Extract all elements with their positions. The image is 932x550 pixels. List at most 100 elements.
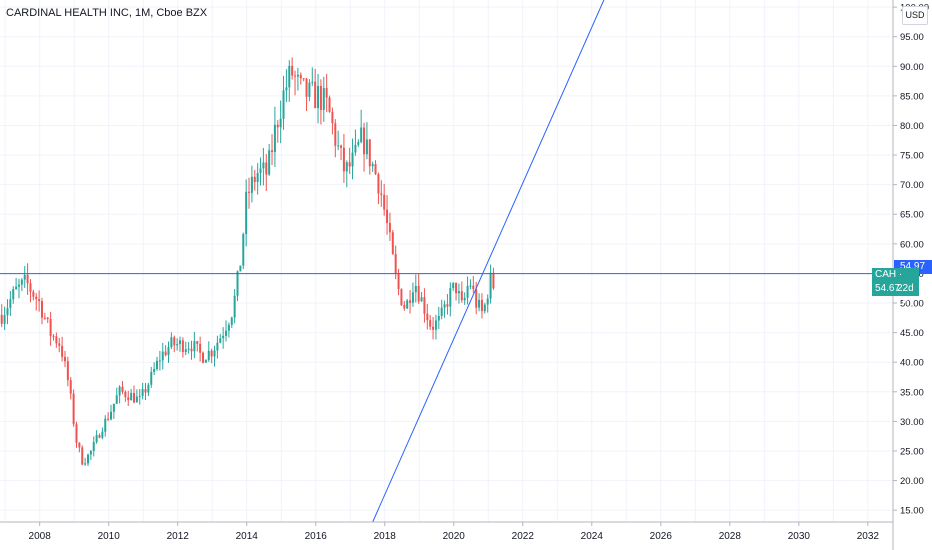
- candle-body: [118, 386, 121, 396]
- candle-body: [374, 164, 377, 175]
- y-tick-label: 65.00: [900, 210, 924, 221]
- candle-body: [391, 232, 394, 254]
- candle-body: [296, 74, 299, 77]
- candle-body: [121, 386, 124, 392]
- y-tick-label: 35.00: [900, 387, 924, 398]
- candle-body: [472, 285, 475, 290]
- candle-body: [204, 360, 207, 363]
- candle-body: [400, 289, 403, 306]
- candle-body: [138, 395, 141, 397]
- candle-body: [342, 147, 345, 172]
- candle-body: [213, 350, 216, 357]
- candle-body: [101, 431, 104, 438]
- candle-body: [480, 299, 483, 312]
- candle-body: [256, 172, 259, 183]
- candle-body: [245, 191, 248, 235]
- candle-body: [282, 90, 285, 119]
- candle-body: [314, 81, 317, 109]
- candle-body: [193, 341, 196, 352]
- candle-body: [414, 286, 417, 293]
- candle-body: [463, 297, 466, 301]
- candle-body: [250, 176, 253, 193]
- candle-body: [230, 317, 233, 325]
- y-tick-label: 15.00: [900, 506, 924, 517]
- candle-body: [43, 317, 46, 319]
- x-tick-label: 2010: [98, 531, 121, 542]
- y-tick-label: 85.00: [900, 91, 924, 102]
- candle-body: [107, 418, 110, 420]
- candle-body: [104, 418, 107, 432]
- candle-body: [239, 265, 242, 272]
- candle-body: [443, 304, 446, 308]
- y-tick-label: 20.00: [900, 476, 924, 487]
- candle-body: [38, 299, 41, 302]
- candle-body: [409, 300, 412, 303]
- candle-body: [210, 350, 213, 357]
- candle-body: [81, 447, 84, 465]
- x-tick-label: 2014: [236, 531, 259, 542]
- candle-body: [75, 424, 78, 443]
- candle-body: [6, 308, 9, 316]
- candle-body: [426, 313, 429, 321]
- candle-body: [207, 350, 210, 361]
- drawings: [0, 0, 892, 523]
- candle-body: [112, 403, 115, 412]
- x-tick-label: 2012: [167, 531, 190, 542]
- candle-body: [147, 384, 150, 393]
- candle-body: [40, 301, 43, 318]
- candle-body: [63, 356, 66, 362]
- candle-body: [365, 139, 368, 155]
- x-tick-label: 2032: [857, 531, 880, 542]
- candle-body: [156, 360, 159, 370]
- candle-body: [285, 87, 288, 91]
- candle-body: [380, 193, 383, 195]
- x-tick-label: 2020: [443, 531, 466, 542]
- candle-body: [417, 286, 420, 302]
- candle-body: [354, 144, 357, 153]
- candle-body: [219, 338, 222, 343]
- candle-body: [9, 299, 12, 309]
- candle-body: [233, 295, 236, 318]
- candle-body: [190, 348, 193, 352]
- candle-body: [49, 319, 52, 336]
- chart-title: CARDINAL HEALTH INC, 1M, Cboe BZX: [6, 7, 208, 19]
- candle-body: [32, 291, 35, 297]
- candle-body: [319, 85, 322, 110]
- last-price-value: 54.67: [875, 283, 901, 295]
- candle-body: [259, 168, 262, 173]
- candle-body: [386, 209, 389, 224]
- candle-body: [35, 296, 38, 300]
- candle-body: [334, 123, 337, 146]
- x-tick-label: 2024: [581, 531, 604, 542]
- currency-badge[interactable]: USD: [902, 6, 928, 25]
- candle-body: [273, 124, 276, 153]
- y-tick-label: 30.00: [900, 417, 924, 428]
- candle-body: [184, 349, 187, 353]
- candle-body: [432, 326, 435, 330]
- candle-body: [236, 271, 239, 296]
- candle-body: [196, 341, 199, 344]
- candle-body: [225, 330, 228, 336]
- candle-body: [20, 279, 23, 285]
- candle-body: [72, 393, 75, 425]
- candle-body: [294, 75, 297, 77]
- candle-body: [492, 272, 495, 289]
- x-tick-label: 2026: [650, 531, 673, 542]
- candle-body: [61, 345, 64, 357]
- candle-body: [84, 463, 87, 465]
- candle-body: [460, 291, 463, 301]
- candle-body: [0, 314, 3, 324]
- candle-body: [317, 85, 320, 109]
- candle-body: [345, 162, 348, 172]
- candle-body: [253, 176, 256, 183]
- candle-body: [348, 162, 351, 167]
- x-tick-label: 2018: [374, 531, 397, 542]
- candle-body: [340, 145, 343, 148]
- candle-body: [66, 361, 69, 381]
- candle-body: [437, 315, 440, 321]
- candle-body: [187, 348, 190, 350]
- y-tick-label: 25.00: [900, 446, 924, 457]
- candle-body: [23, 274, 26, 280]
- candle-body: [127, 397, 130, 401]
